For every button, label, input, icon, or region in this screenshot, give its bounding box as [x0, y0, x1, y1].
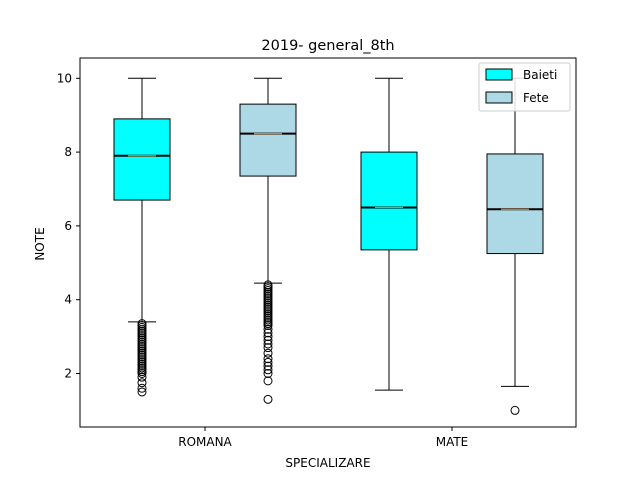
outlier-point — [263, 376, 273, 386]
legend-label-baieti: Baieti — [523, 68, 557, 82]
outlier-point — [263, 361, 273, 371]
outlier-point — [137, 372, 147, 382]
outlier-point — [263, 394, 273, 404]
outlier-point — [263, 321, 273, 331]
x-axis-label: SPECIALIZARE — [285, 456, 370, 470]
y-tick-label: 2 — [64, 366, 72, 380]
outlier-point — [263, 354, 273, 364]
y-tick-label: 10 — [57, 71, 72, 85]
outlier-point — [263, 339, 273, 349]
y-tick-label: 4 — [64, 293, 72, 307]
box-mate-fete — [486, 153, 544, 255]
legend-swatch-baieti — [485, 68, 513, 81]
legend: Baieti Fete — [478, 62, 571, 112]
box-romana-fete — [239, 103, 297, 177]
outlier-point — [137, 378, 147, 388]
y-tick-label: 6 — [64, 219, 72, 233]
plot-area: 2 4 6 8 10 ROMANA MATE — [57, 71, 544, 449]
outlier-point — [263, 343, 273, 353]
box-romana-baieti — [113, 118, 171, 201]
axes-frame — [79, 57, 577, 428]
outlier-point — [263, 365, 273, 375]
outlier-point — [137, 368, 147, 378]
outlier-point — [137, 383, 147, 393]
x-tick-label: MATE — [436, 435, 469, 449]
outlier-point — [263, 328, 273, 338]
chart-title: 2019- general_8th — [261, 38, 394, 54]
outlier-point — [510, 405, 520, 415]
y-tick-label: 8 — [64, 145, 72, 159]
outlier-point — [263, 357, 273, 367]
outlier-point — [263, 332, 273, 342]
outlier-point — [263, 348, 273, 358]
outlier-point — [263, 335, 273, 345]
x-tick-label: ROMANA — [178, 435, 232, 449]
y-axis-label: NOTE — [33, 227, 47, 260]
legend-swatch-fete — [485, 91, 513, 104]
outlier-point — [263, 368, 273, 378]
box-mate-baieti — [360, 151, 418, 251]
outlier-point — [137, 387, 147, 397]
legend-label-fete: Fete — [523, 91, 549, 105]
outlier-point — [263, 324, 273, 334]
